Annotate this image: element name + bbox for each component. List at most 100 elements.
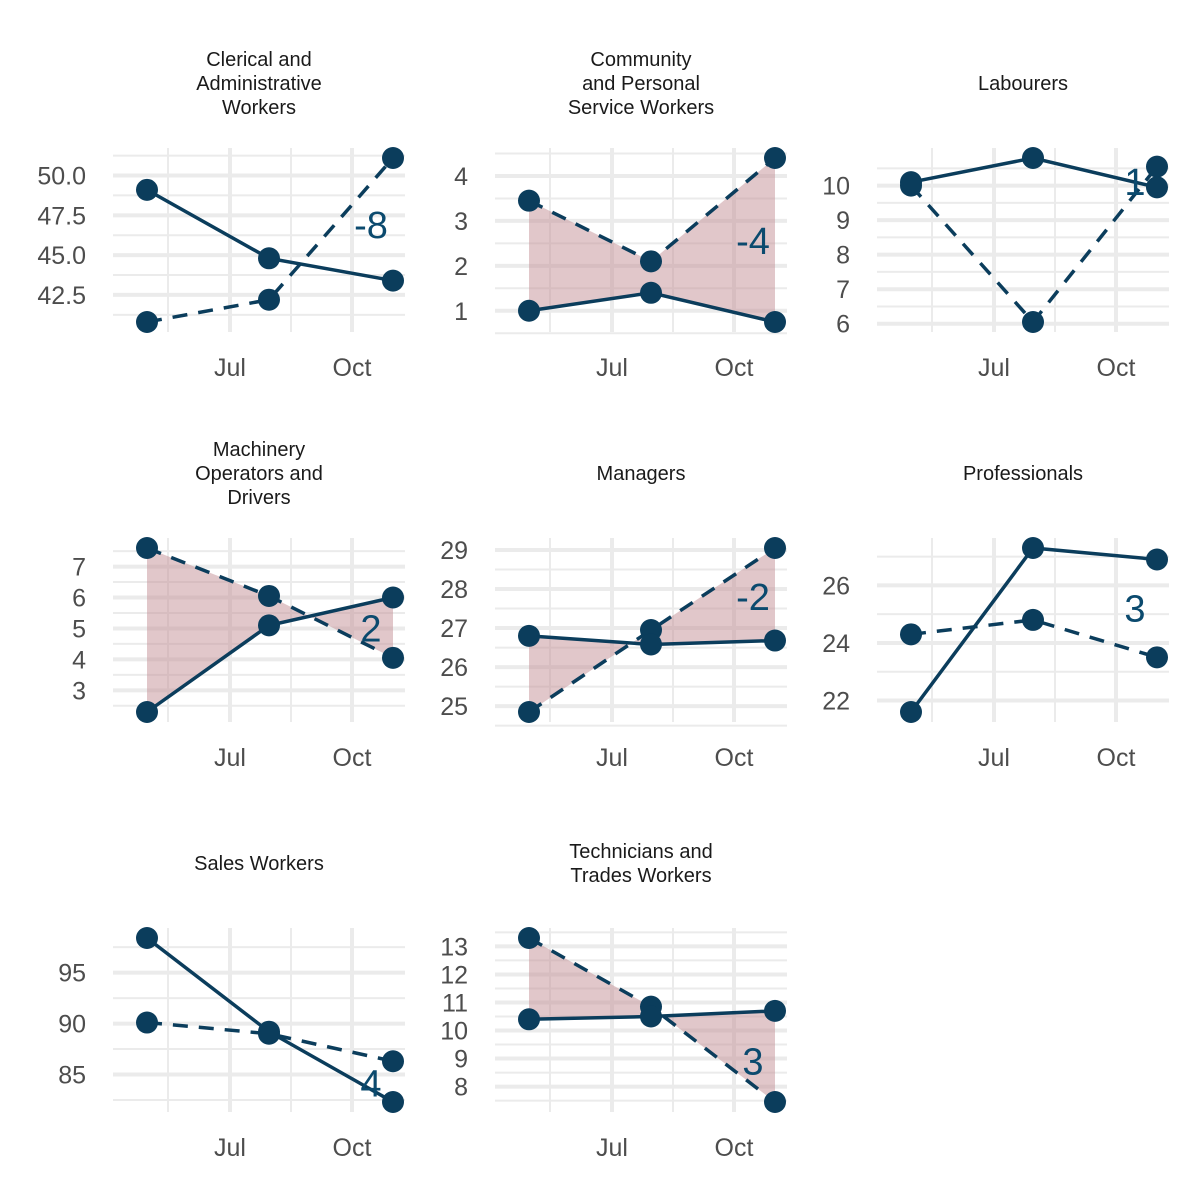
dashed-series-point	[1146, 646, 1168, 669]
dashed-series-point	[382, 147, 404, 169]
y-tick-label: 45.0	[37, 242, 86, 270]
difference-label: 3	[1124, 588, 1145, 630]
solid-series-point	[900, 171, 922, 194]
panel-title: Workers	[222, 97, 296, 119]
solid-series-point	[136, 701, 158, 723]
panel-title: and Personal	[582, 73, 700, 95]
panel-title: Sales Workers	[194, 853, 324, 875]
y-tick-label: 1	[454, 298, 468, 326]
y-tick-label: 50.0	[37, 163, 86, 191]
y-tick-label: 28	[440, 576, 468, 604]
dashed-series-line	[909, 165, 1159, 325]
panel-7: 4 85 90 95 Jul Oct Sales Workers	[58, 853, 405, 1162]
panel-5: -2 25 26 27 28 29 Jul Oct Managers	[440, 463, 787, 772]
y-tick-label: 10	[822, 173, 850, 201]
y-tick-label: 26	[440, 654, 468, 682]
y-tick-label: 6	[72, 585, 86, 613]
panel-title: Clerical and	[206, 49, 312, 71]
dashed-series-point	[1022, 608, 1044, 631]
y-tick-label: 4	[454, 163, 468, 191]
gap-ribbon	[147, 548, 393, 712]
gap-ribbon	[529, 938, 775, 1102]
y-tick-label: 90	[58, 1011, 86, 1039]
x-tick-label: Jul	[978, 354, 1010, 382]
y-tick-label: 11	[442, 989, 468, 1017]
dashed-series-point	[258, 288, 280, 311]
solid-series-point	[1146, 176, 1168, 199]
dashed-series-point	[518, 927, 540, 949]
difference-label: 2	[360, 608, 381, 650]
solid-series-point	[640, 1005, 662, 1028]
panel-title: Machinery	[213, 439, 305, 461]
y-tick-label: 4	[72, 646, 86, 674]
x-tick-label: Jul	[596, 354, 628, 382]
solid-series-point	[136, 178, 158, 201]
solid-series-point	[518, 299, 540, 322]
x-tick-label: Jul	[214, 354, 246, 382]
dashed-series-point	[382, 1050, 404, 1073]
dashed-series-point	[382, 646, 404, 669]
dashed-series-point	[518, 189, 540, 212]
x-tick-label: Oct	[715, 354, 754, 382]
panel-title: Professionals	[963, 463, 1083, 485]
y-tick-label: 10	[440, 1018, 468, 1046]
panel-title: Operators and	[195, 463, 323, 485]
dashed-series-point	[900, 623, 922, 646]
x-tick-label: Oct	[333, 1134, 372, 1162]
y-tick-label: 5	[72, 615, 86, 643]
solid-series-point	[764, 629, 786, 652]
solid-series-line	[145, 936, 394, 1104]
panel-title: Community	[590, 49, 691, 71]
y-tick-label: 26	[822, 572, 850, 600]
difference-label: 4	[360, 1064, 381, 1106]
x-tick-label: Oct	[1097, 744, 1136, 772]
y-tick-label: 24	[822, 630, 850, 658]
solid-series-point	[382, 269, 404, 292]
y-tick-label: 25	[440, 693, 468, 721]
solid-series-point	[1022, 147, 1044, 169]
panel-1: -8 42.5 45.0 47.5 50.0 Jul Oct Clerical andAdmi…	[37, 49, 405, 382]
difference-label: -8	[354, 205, 388, 247]
y-tick-label: 29	[440, 537, 468, 565]
y-tick-label: 3	[72, 677, 86, 705]
solid-series-point	[258, 247, 280, 270]
x-tick-label: Oct	[333, 354, 372, 382]
dashed-series-line	[146, 1020, 394, 1063]
difference-label: 3	[742, 1041, 763, 1083]
panel-6: 3 22 24 26 Jul Oct Professionals	[822, 463, 1169, 772]
y-tick-label: 22	[822, 687, 850, 715]
y-tick-label: 7	[836, 276, 850, 304]
dashed-series-line	[910, 618, 1158, 660]
y-tick-label: 12	[440, 961, 468, 989]
solid-series-point	[640, 281, 662, 304]
solid-series-point	[1022, 537, 1044, 559]
solid-series-point	[382, 1091, 404, 1113]
solid-series-point	[764, 311, 786, 333]
dashed-series-point	[136, 537, 158, 559]
dashed-series-point	[764, 1091, 786, 1113]
panel-title: Trades Workers	[570, 865, 711, 887]
dashed-series-point	[1022, 311, 1044, 333]
y-tick-label: 2	[454, 253, 468, 281]
solid-series-point	[518, 1008, 540, 1031]
dashed-series-point	[764, 537, 786, 559]
solid-series-point	[136, 927, 158, 949]
x-tick-label: Oct	[333, 744, 372, 772]
y-tick-label: 9	[836, 207, 850, 235]
difference-label: 1	[1124, 162, 1145, 204]
dashed-series-point	[518, 701, 540, 723]
y-tick-label: 47.5	[37, 202, 86, 230]
difference-label: -4	[736, 221, 770, 263]
y-tick-label: 3	[454, 208, 468, 236]
y-tick-label: 95	[58, 960, 86, 988]
x-tick-label: Oct	[715, 1134, 754, 1162]
dashed-series-point	[136, 1011, 158, 1034]
panel-title: Managers	[597, 463, 686, 485]
dashed-series-point	[136, 311, 158, 333]
dashed-series-point	[640, 250, 662, 273]
panel-title: Labourers	[978, 73, 1068, 95]
solid-series-point	[382, 586, 404, 609]
